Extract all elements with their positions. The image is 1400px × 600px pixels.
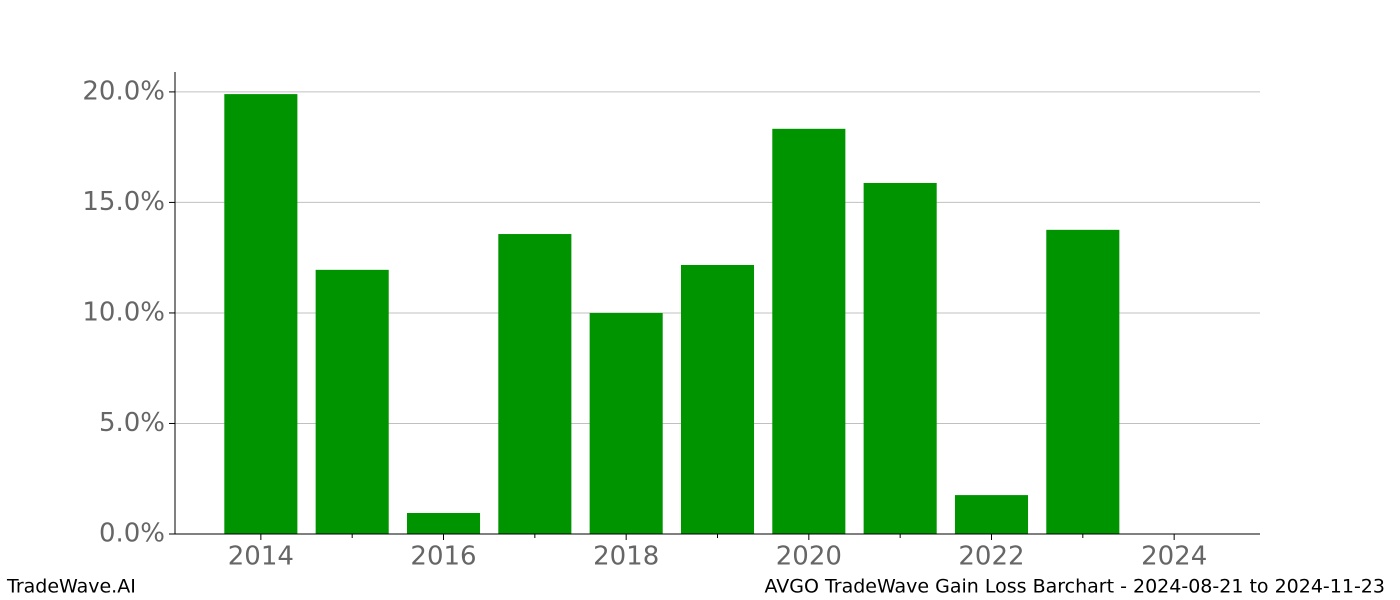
x-tick-label: 2016 — [410, 542, 476, 572]
chart-title: AVGO TradeWave Gain Loss Barchart - 2024… — [764, 576, 1385, 598]
bar — [224, 94, 298, 535]
y-tick-label: 15.0% — [82, 187, 165, 217]
bar — [680, 264, 755, 534]
y-tick-label: 20.0% — [82, 76, 165, 106]
x-tick-label: 2022 — [958, 542, 1024, 572]
bar — [406, 513, 481, 534]
bar — [863, 182, 937, 534]
watermark: TradeWave.AI — [6, 576, 136, 598]
x-tick-label: 2018 — [593, 542, 659, 572]
y-tick-label: 5.0% — [99, 408, 165, 438]
bar — [498, 234, 572, 534]
x-tick-label: 2020 — [776, 542, 842, 572]
x-tick-label: 2014 — [228, 542, 294, 572]
bar — [772, 128, 846, 534]
bar — [315, 269, 389, 534]
y-tick-label: 10.0% — [82, 297, 165, 327]
bar — [589, 312, 663, 534]
y-tick-label: 0.0% — [99, 519, 165, 549]
x-tick-label: 2024 — [1141, 542, 1207, 572]
bar — [1046, 229, 1120, 534]
bar — [954, 495, 1029, 534]
